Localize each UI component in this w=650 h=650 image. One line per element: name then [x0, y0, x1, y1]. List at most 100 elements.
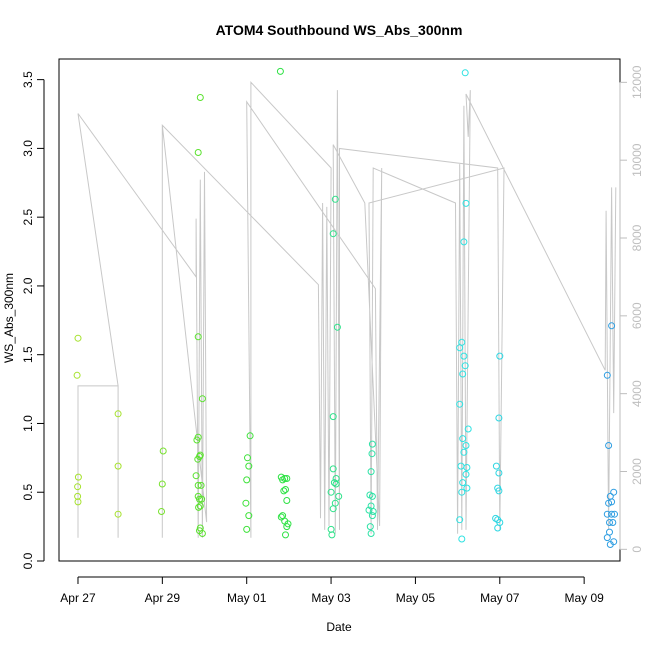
- data-point: [603, 510, 611, 518]
- y-tick-label: 0.5: [21, 484, 35, 501]
- data-point: [114, 462, 122, 470]
- data-point: [327, 488, 335, 496]
- data-point: [276, 67, 284, 75]
- x-tick-label: May 07: [480, 591, 520, 605]
- data-point: [194, 455, 202, 463]
- data-point: [609, 519, 617, 526]
- data-point: [462, 442, 470, 449]
- data-point: [198, 495, 206, 503]
- x-tick-label: May 09: [564, 591, 604, 605]
- data-point: [456, 400, 464, 408]
- gray-line-layer: [77, 81, 617, 538]
- x-tick-label: Apr 29: [145, 591, 181, 605]
- data-point: [605, 499, 613, 507]
- data-point: [367, 530, 375, 537]
- x-tick-label: May 03: [311, 591, 351, 605]
- y-tick-label: 1.0: [21, 415, 35, 432]
- data-point: [610, 488, 618, 496]
- data-point: [194, 481, 202, 489]
- data-point: [611, 510, 618, 518]
- right-tick-label: 12000: [630, 65, 644, 99]
- right-tick-label: 0: [630, 546, 644, 553]
- data-point: [605, 442, 613, 449]
- data-point: [603, 534, 611, 542]
- y-axis-label: WS_Abs_300nm: [2, 273, 16, 363]
- right-tick-label: 8000: [630, 224, 644, 251]
- data-point: [196, 495, 203, 503]
- data-point: [198, 395, 206, 403]
- data-point: [74, 498, 82, 506]
- data-point: [462, 199, 470, 207]
- data-point: [114, 510, 122, 518]
- data-point: [333, 323, 341, 331]
- data-point: [197, 481, 205, 489]
- data-point: [329, 413, 337, 421]
- right-tick-label: 6000: [630, 302, 644, 329]
- y-tick-label: 0.0: [21, 552, 35, 569]
- data-point: [368, 512, 376, 520]
- data-point: [608, 322, 616, 330]
- series-line: [77, 81, 617, 538]
- data-point: [283, 497, 291, 504]
- data-point: [365, 506, 373, 514]
- data-point: [368, 440, 376, 448]
- data-point: [463, 464, 471, 471]
- data-point: [246, 432, 254, 440]
- data-point: [496, 352, 504, 360]
- data-point: [196, 94, 204, 101]
- data-point: [282, 486, 289, 493]
- data-point: [369, 508, 377, 515]
- x-axis-label: Date: [326, 620, 352, 634]
- x-axis: Apr 27 Apr 29 May 01 May 03 May 05 May 07 May …: [60, 576, 604, 605]
- data-point: [462, 470, 470, 478]
- y-axis-right: 0 2000 4000 6000 8000 10000 12000: [619, 65, 644, 553]
- data-point: [494, 524, 502, 532]
- data-point: [192, 472, 200, 480]
- data-point: [159, 447, 167, 455]
- y-tick-label: 1.5: [21, 346, 35, 363]
- data-point: [495, 487, 503, 495]
- data-point: [114, 410, 122, 418]
- data-point: [460, 238, 468, 246]
- data-point: [335, 492, 343, 500]
- data-point: [464, 425, 472, 433]
- data-point: [608, 510, 616, 518]
- data-point: [74, 483, 82, 491]
- data-point: [245, 512, 253, 520]
- data-point: [282, 531, 289, 539]
- data-point: [283, 523, 291, 531]
- y-tick-label: 2.0: [21, 277, 35, 294]
- data-point: [243, 525, 251, 533]
- data-point: [368, 450, 376, 458]
- data-point: [283, 475, 291, 482]
- data-point: [277, 513, 285, 521]
- data-point: [460, 352, 468, 360]
- data-point: [245, 462, 253, 470]
- x-tick-label: May 05: [396, 591, 436, 605]
- data-point: [495, 469, 503, 477]
- data-point: [329, 505, 337, 513]
- data-point: [331, 195, 339, 203]
- points-layer: [73, 67, 618, 548]
- data-point: [366, 523, 374, 531]
- data-point: [243, 476, 251, 484]
- data-point: [461, 69, 469, 77]
- data-point: [463, 484, 471, 492]
- data-point: [456, 516, 464, 524]
- data-point: [456, 344, 464, 352]
- data-point: [367, 468, 375, 476]
- data-point: [492, 462, 500, 470]
- data-point: [242, 499, 250, 507]
- data-point: [459, 370, 467, 378]
- data-point: [610, 538, 618, 546]
- x-tick-label: May 01: [227, 591, 267, 605]
- data-point: [603, 371, 611, 379]
- y-tick-label: 3.0: [21, 140, 35, 157]
- data-point: [279, 476, 287, 484]
- data-point: [74, 334, 82, 342]
- data-point: [198, 530, 206, 537]
- data-point: [195, 503, 203, 511]
- data-point: [461, 362, 469, 370]
- data-point: [193, 436, 201, 444]
